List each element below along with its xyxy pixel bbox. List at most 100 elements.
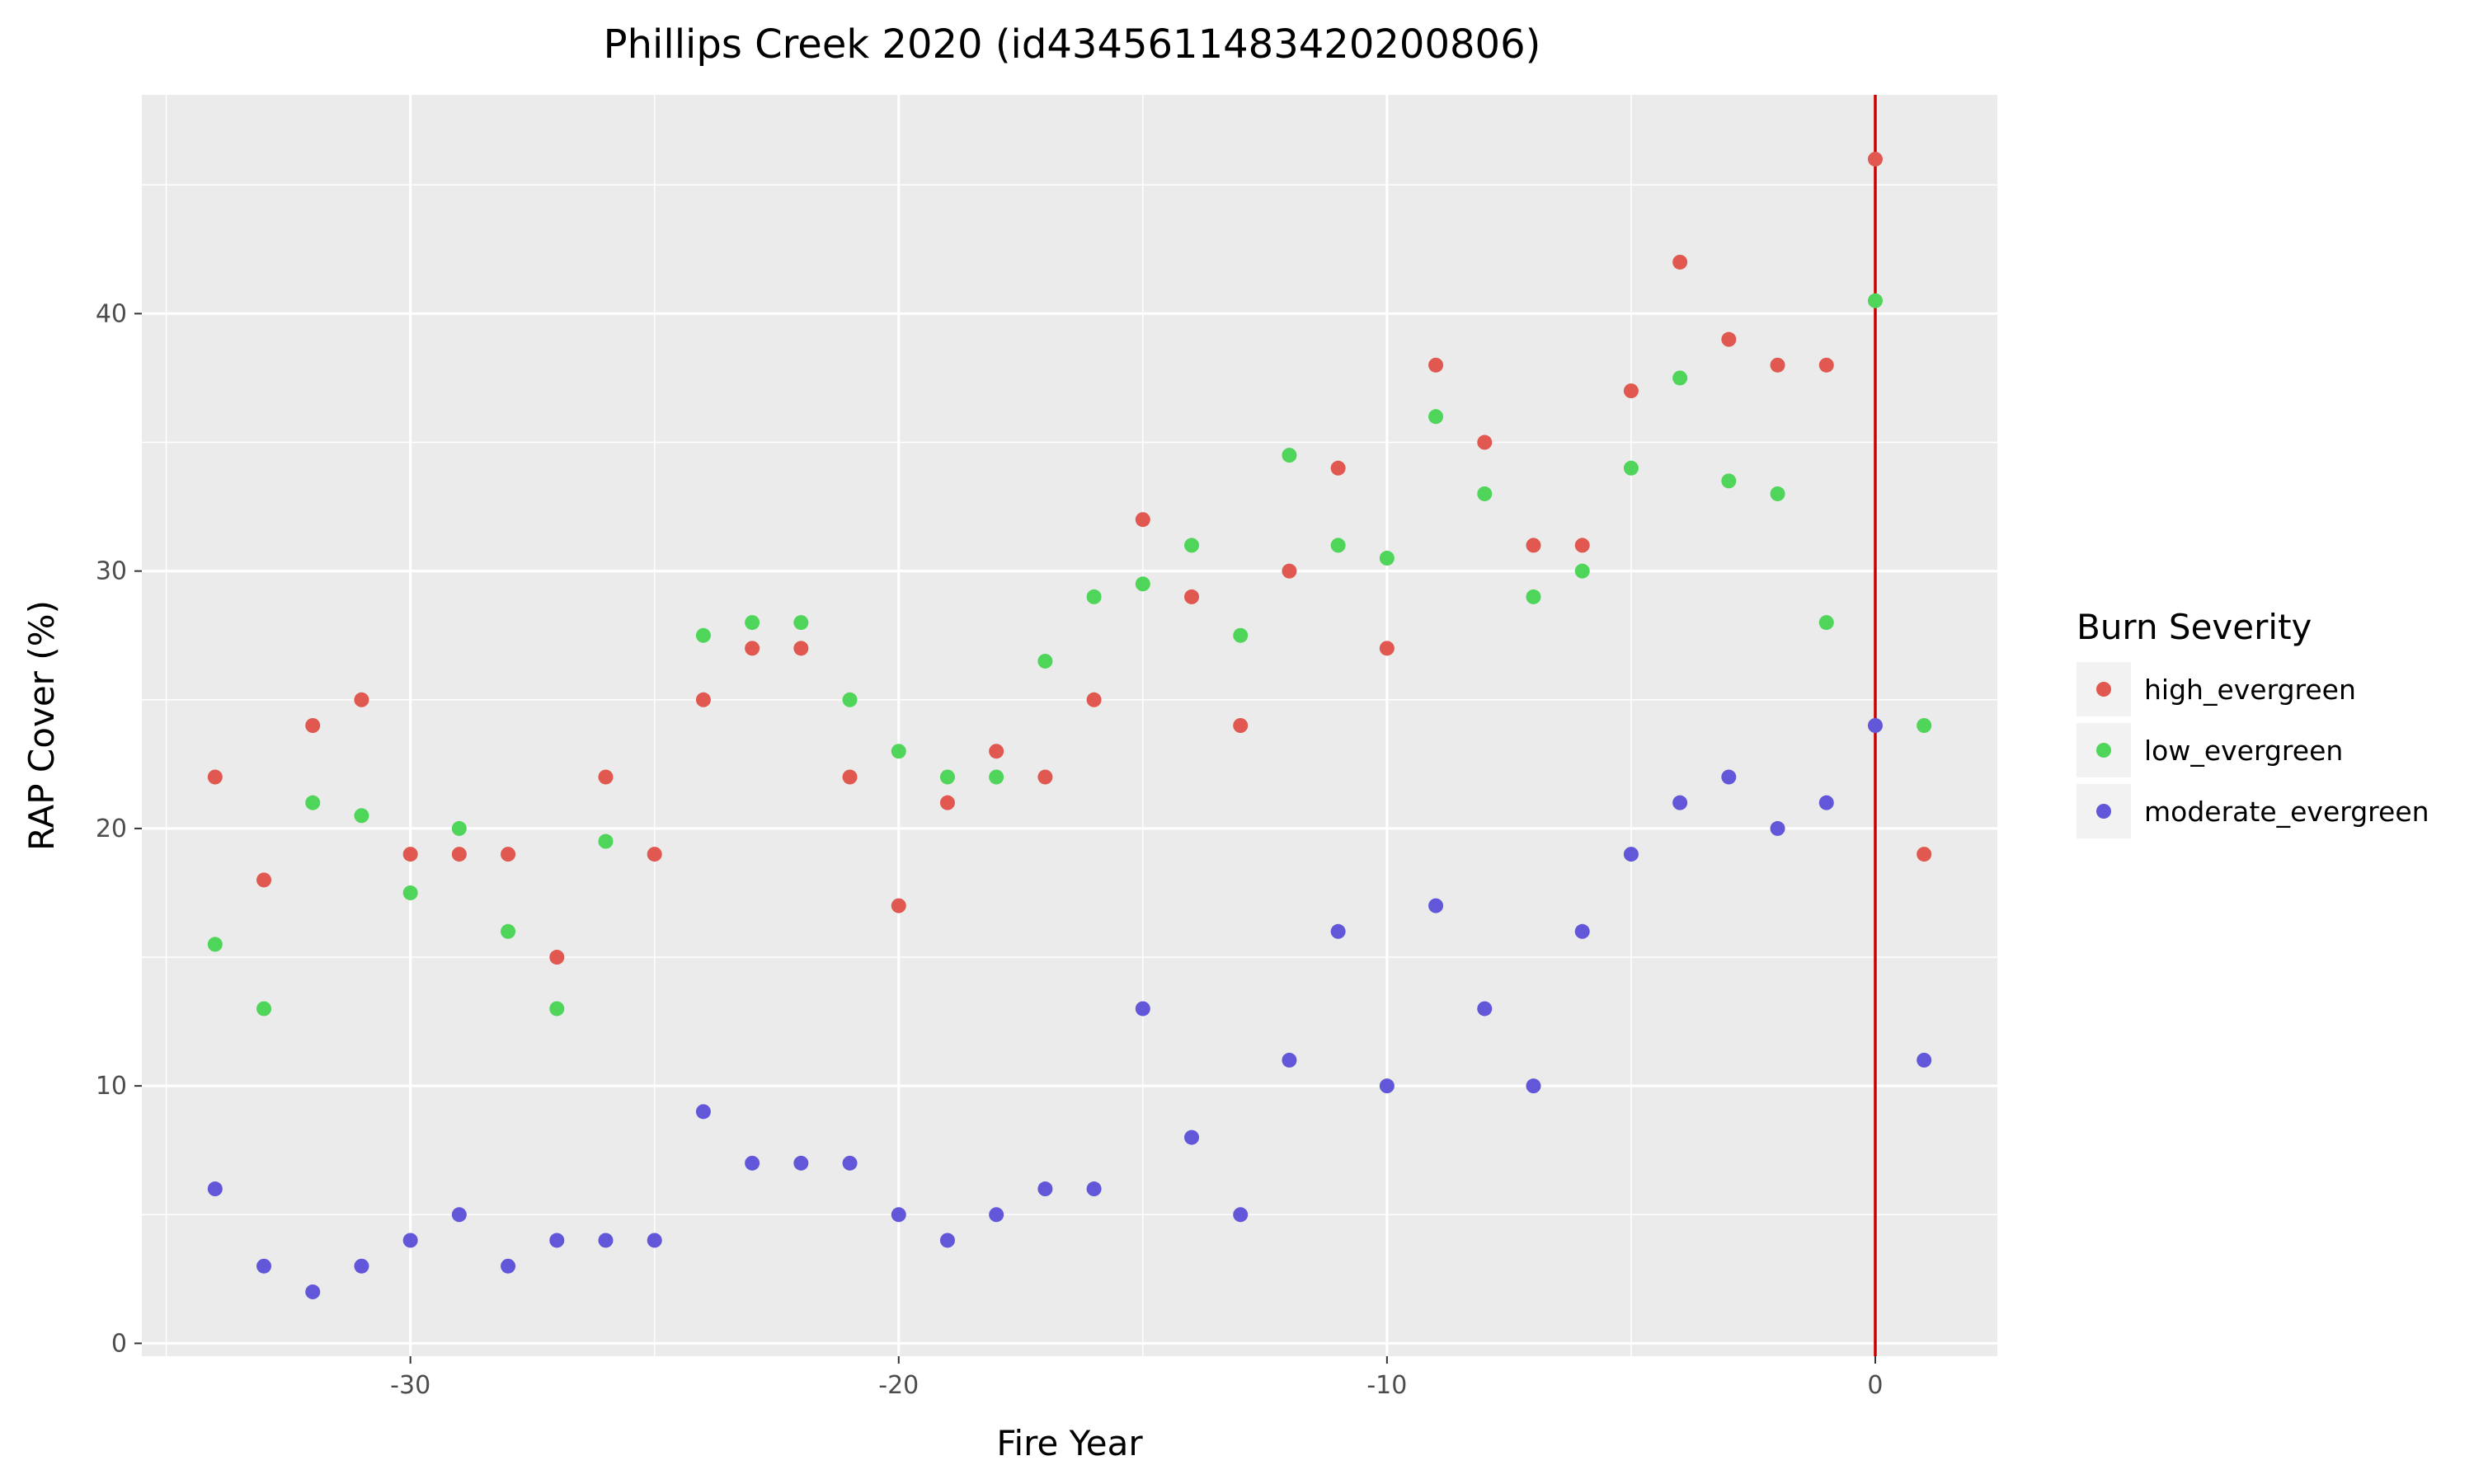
x-axis-title: Fire Year: [996, 1423, 1143, 1463]
data-point: [1721, 769, 1737, 785]
data-point: [695, 627, 711, 643]
series-high_evergreen: [207, 152, 1932, 965]
data-point: [1721, 331, 1737, 347]
chart-title: Phillips Creek 2020 (id43456114834202008…: [604, 21, 1541, 68]
data-point: [842, 769, 858, 785]
data-point: [1379, 1078, 1395, 1094]
data-point: [647, 847, 662, 862]
x-tick-label: 0: [1867, 1371, 1883, 1400]
legend-key-point: [2096, 682, 2111, 697]
y-tick-label: 0: [111, 1329, 127, 1358]
legend-item: low_evergreen: [2077, 723, 2343, 777]
data-point: [939, 795, 955, 810]
axes: -30 -20 -10 0 0 10 20 30 40: [96, 299, 1884, 1400]
data-point: [1477, 434, 1493, 450]
data-point: [745, 1155, 760, 1171]
data-point: [256, 872, 272, 888]
series-low_evergreen: [207, 293, 1932, 1017]
data-point: [647, 1233, 662, 1248]
data-point: [695, 1104, 711, 1120]
data-point: [402, 847, 418, 862]
data-point: [793, 641, 809, 656]
data-point: [1477, 486, 1493, 501]
data-point: [1672, 795, 1688, 810]
data-point: [1282, 563, 1297, 579]
data-point: [1037, 769, 1053, 785]
data-point: [451, 847, 467, 862]
data-point: [1135, 576, 1150, 592]
plot-background: [142, 95, 1997, 1356]
data-point: [842, 1155, 858, 1171]
y-tick-label: 10: [96, 1072, 127, 1101]
data-point: [1086, 1181, 1102, 1197]
data-point: [501, 923, 516, 939]
legend-key-point: [2096, 743, 2111, 758]
y-axis-title: RAP Cover (%): [21, 600, 62, 851]
data-point: [1917, 718, 1932, 733]
data-point: [1037, 653, 1053, 669]
data-point: [1526, 538, 1541, 553]
legend-label: high_evergreen: [2144, 674, 2356, 706]
data-point: [793, 615, 809, 631]
data-point: [451, 1207, 467, 1223]
data-point: [1282, 1052, 1297, 1068]
data-point: [1770, 357, 1785, 373]
data-point: [451, 820, 467, 836]
data-point: [1770, 486, 1785, 501]
data-point: [1086, 692, 1102, 707]
data-point: [207, 1181, 223, 1197]
data-point: [939, 1233, 955, 1248]
data-point: [256, 1001, 272, 1017]
data-point: [1379, 551, 1395, 566]
legend-label: moderate_evergreen: [2144, 796, 2429, 828]
data-point: [549, 1233, 565, 1248]
data-point: [305, 1284, 321, 1299]
data-point: [501, 847, 516, 862]
legend-key-point: [2096, 804, 2111, 819]
data-point: [989, 1207, 1004, 1223]
data-point: [1623, 383, 1639, 399]
data-point: [1818, 795, 1834, 810]
data-point: [354, 808, 369, 824]
data-point: [1818, 357, 1834, 373]
data-point: [598, 769, 614, 785]
data-point: [1184, 1129, 1200, 1145]
data-point: [598, 1233, 614, 1248]
data-point: [1330, 460, 1346, 476]
data-point: [1672, 370, 1688, 386]
data-point: [1818, 615, 1834, 631]
series-moderate_evergreen: [207, 718, 1932, 1299]
data-point: [989, 769, 1004, 785]
data-point: [1574, 563, 1590, 579]
legend-item: moderate_evergreen: [2077, 784, 2429, 838]
data-point: [1135, 512, 1150, 528]
data-point: [1526, 589, 1541, 604]
data-point: [1428, 409, 1444, 425]
y-tick-label: 20: [96, 815, 127, 843]
data-point: [1623, 460, 1639, 476]
data-point: [745, 641, 760, 656]
data-point: [1184, 538, 1200, 553]
x-tick-label: -20: [878, 1371, 919, 1400]
data-point: [501, 1258, 516, 1274]
data-point: [549, 950, 565, 965]
data-point: [354, 1258, 369, 1274]
data-point: [1428, 357, 1444, 373]
data-point: [1135, 1001, 1150, 1017]
data-point: [549, 1001, 565, 1017]
data-point: [207, 769, 223, 785]
data-point: [1233, 627, 1249, 643]
data-point: [1379, 641, 1395, 656]
data-point: [793, 1155, 809, 1171]
data-point: [1574, 923, 1590, 939]
data-point: [256, 1258, 272, 1274]
data-point: [1867, 293, 1883, 308]
data-point: [402, 885, 418, 900]
data-point: [1330, 923, 1346, 939]
data-point: [1184, 589, 1200, 604]
legend-title: Burn Severity: [2077, 607, 2312, 647]
data-point: [305, 795, 321, 810]
data-point: [745, 615, 760, 631]
data-point: [1867, 152, 1883, 167]
